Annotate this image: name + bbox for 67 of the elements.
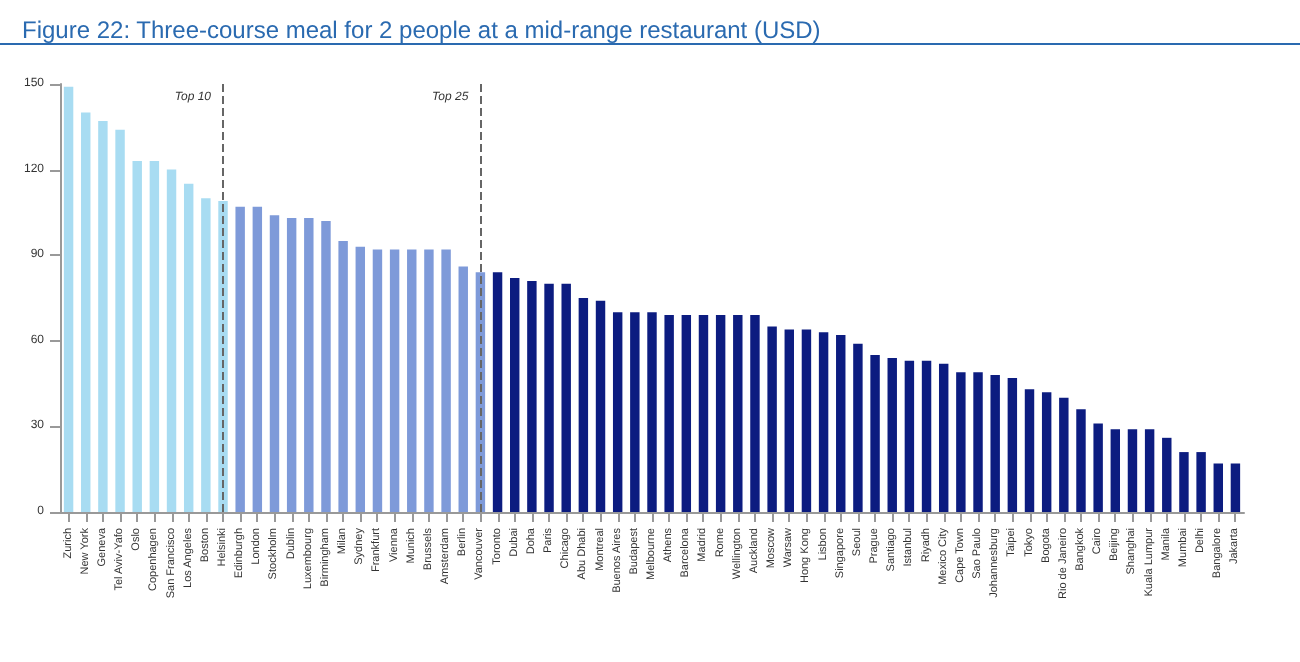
- bar: [269, 215, 280, 512]
- bar: [166, 169, 177, 512]
- bar: [698, 315, 709, 512]
- bar: [1059, 397, 1069, 512]
- bar: [612, 312, 623, 512]
- bar: [527, 280, 537, 512]
- bar: [1144, 429, 1155, 512]
- bar: [286, 218, 297, 512]
- bar: [81, 112, 91, 512]
- bar: [956, 372, 966, 512]
- bar: [681, 315, 692, 512]
- bar: [321, 220, 331, 512]
- bar: [664, 315, 674, 512]
- bar: [1213, 463, 1223, 512]
- bar: [750, 315, 760, 512]
- bar: [98, 121, 108, 512]
- bar: [407, 249, 417, 512]
- bar: [973, 372, 983, 512]
- bar: [183, 183, 194, 512]
- bar: [252, 206, 263, 512]
- bar: [424, 249, 434, 512]
- bar: [715, 315, 726, 512]
- bar: [510, 278, 520, 512]
- bar: [836, 335, 846, 512]
- bar: [201, 198, 211, 512]
- bar: [818, 332, 829, 512]
- bar: [1110, 429, 1121, 512]
- bar: [595, 300, 606, 512]
- bar: [1041, 392, 1052, 512]
- bar: [767, 326, 777, 512]
- bar: [561, 283, 571, 512]
- bar: [389, 249, 400, 512]
- bar: [1196, 452, 1206, 512]
- bar: [853, 343, 863, 512]
- bar: [1076, 409, 1086, 512]
- bar: [132, 161, 142, 512]
- bar: [1179, 452, 1189, 512]
- bar: [990, 375, 1000, 512]
- bar: [1093, 423, 1103, 512]
- bar: [115, 129, 125, 512]
- bar: [441, 249, 451, 512]
- bar: [578, 298, 589, 512]
- bar: [458, 266, 468, 512]
- bar: [904, 360, 915, 512]
- bar: [1007, 377, 1018, 512]
- bar: [870, 355, 880, 512]
- bar: [1127, 429, 1138, 512]
- bar: [801, 329, 812, 512]
- bar: [647, 312, 657, 512]
- bar: [372, 249, 383, 512]
- bar: [938, 363, 949, 512]
- bar: [733, 315, 743, 512]
- bar: [149, 161, 160, 512]
- bar: [304, 218, 314, 512]
- bar: [355, 246, 366, 512]
- bar: [630, 312, 640, 512]
- bar: [784, 329, 794, 512]
- bar: [887, 357, 897, 512]
- bar: [1230, 463, 1241, 512]
- bar: [338, 240, 348, 512]
- chart-title: Figure 22: Three-course meal for 2 people at a mid-range restaurant (USD): [22, 16, 821, 44]
- bar: [921, 360, 932, 512]
- bar: [1024, 389, 1035, 512]
- bar: [1162, 437, 1172, 512]
- bar: [492, 272, 503, 512]
- bar: [235, 206, 245, 512]
- bar: [544, 283, 554, 512]
